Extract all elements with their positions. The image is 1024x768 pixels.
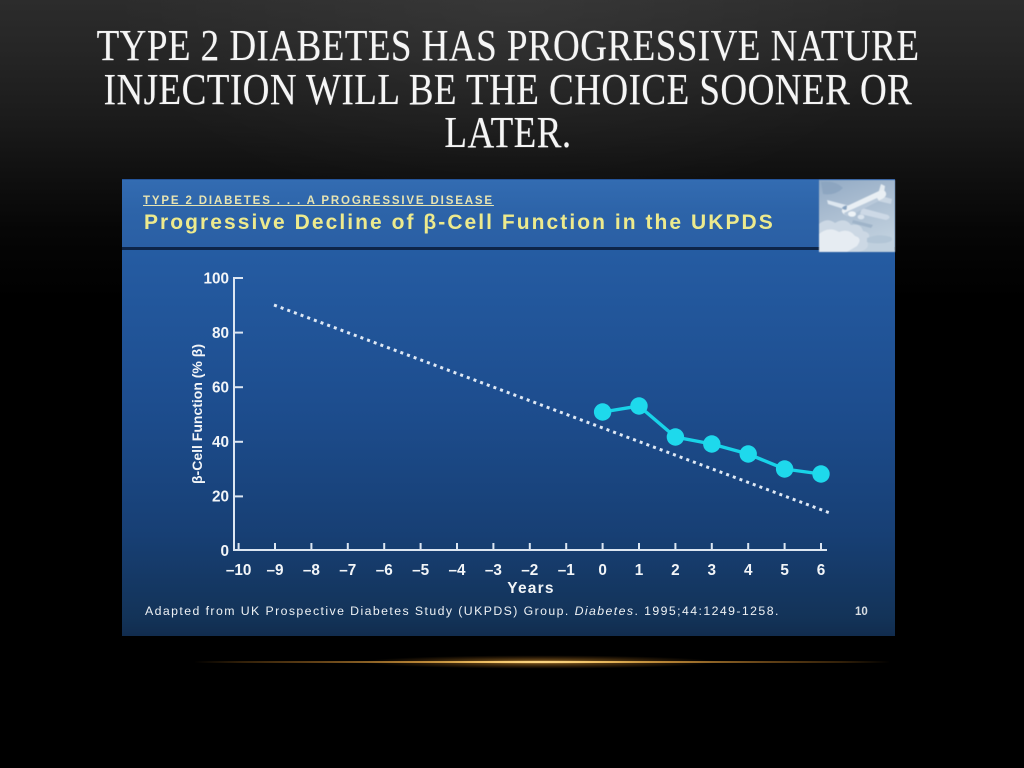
svg-text:–2: –2 [521, 562, 538, 579]
svg-text:β-Cell Function (% β): β-Cell Function (% β) [189, 344, 205, 484]
svg-text:Years: Years [507, 580, 554, 597]
svg-text:0: 0 [220, 543, 229, 560]
svg-text:–7: –7 [339, 562, 356, 579]
svg-text:–5: –5 [412, 562, 430, 579]
svg-text:4: 4 [744, 562, 753, 579]
svg-text:–3: –3 [485, 562, 502, 579]
svg-text:100: 100 [203, 271, 229, 288]
svg-text:1: 1 [635, 562, 644, 579]
svg-text:–9: –9 [266, 562, 283, 579]
svg-text:–1: –1 [558, 562, 576, 579]
svg-text:5: 5 [780, 562, 789, 579]
svg-text:3: 3 [708, 562, 717, 579]
svg-text:–4: –4 [448, 562, 466, 579]
svg-text:20: 20 [212, 489, 229, 506]
svg-text:60: 60 [212, 380, 229, 397]
svg-text:2: 2 [671, 562, 680, 579]
svg-text:40: 40 [212, 434, 229, 451]
svg-text:–6: –6 [376, 562, 393, 579]
svg-text:0: 0 [598, 562, 607, 579]
svg-text:80: 80 [212, 325, 229, 342]
svg-text:–8: –8 [303, 562, 321, 579]
svg-text:6: 6 [817, 562, 826, 579]
svg-text:–10: –10 [226, 562, 252, 579]
